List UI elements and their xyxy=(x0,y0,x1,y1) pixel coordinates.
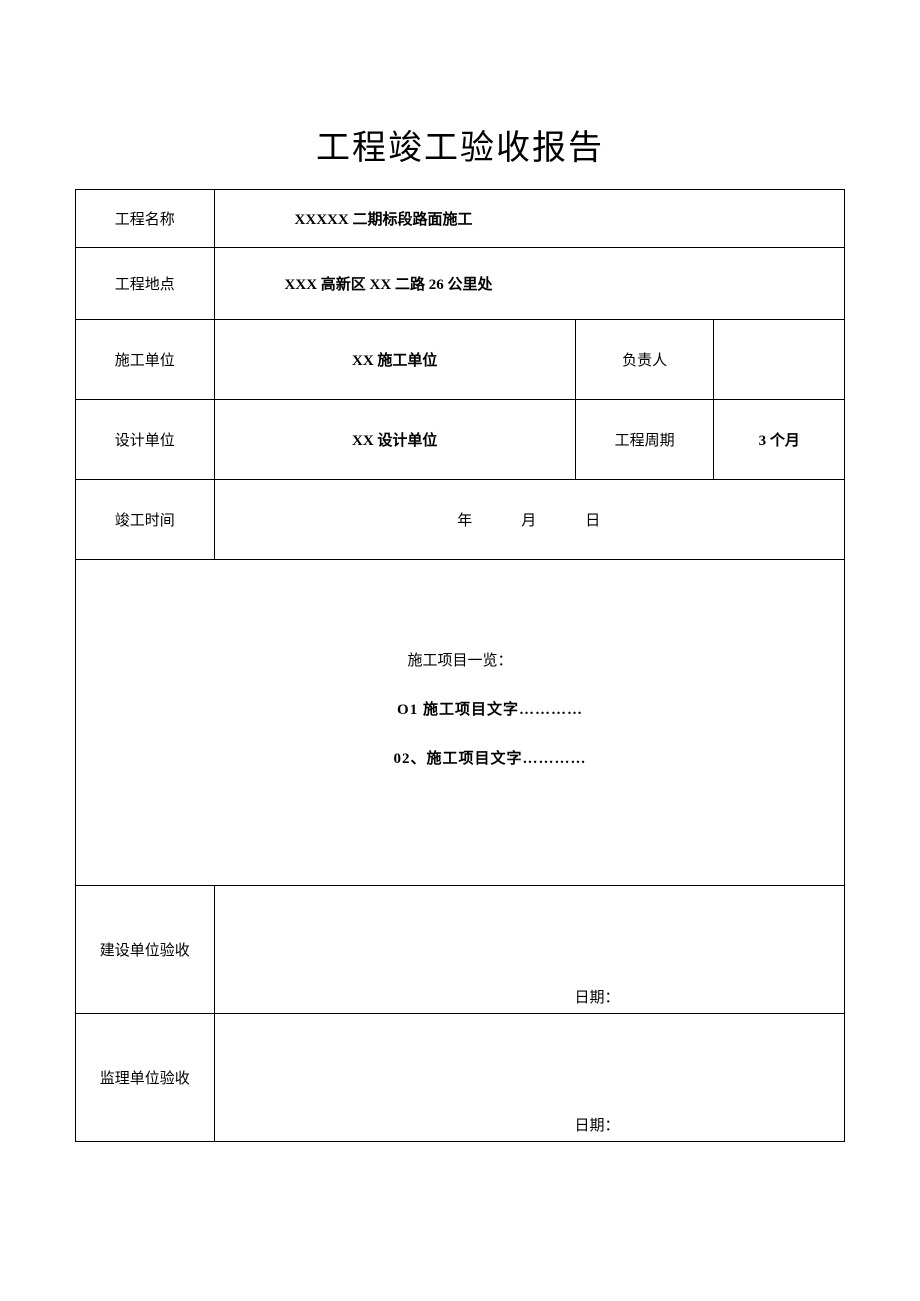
row-items: 施工项目一览： O1 施工项目文字………… 02、施工项目文字………… xyxy=(76,560,845,886)
label-project-location: 工程地点 xyxy=(76,248,215,320)
row-build-accept: 建设单位验收 日期： xyxy=(76,886,845,1014)
value-construction-unit: XX 施工单位 xyxy=(352,353,437,369)
label-build-accept: 建设单位验收 xyxy=(76,886,215,1014)
row-project-name: 工程名称 XXXXX 二期标段路面施工 xyxy=(76,190,845,248)
supervise-accept-date-label: 日期： xyxy=(575,1114,620,1135)
row-completion-date: 竣工时间 年 月 日 xyxy=(76,480,845,560)
value-project-name: XXXXX 二期标段路面施工 xyxy=(295,212,473,228)
page-title: 工程竣工验收报告 xyxy=(75,120,845,169)
row-supervise-accept: 监理单位验收 日期： xyxy=(76,1014,845,1142)
form-table: 工程名称 XXXXX 二期标段路面施工 工程地点 XXX 高新区 XX 二路 2… xyxy=(75,189,845,1142)
value-project-location: XXX 高新区 XX 二路 26 公里处 xyxy=(285,277,493,293)
value-responsible-person xyxy=(714,320,845,400)
build-accept-date-label: 日期： xyxy=(575,986,620,1007)
label-supervise-accept: 监理单位验收 xyxy=(76,1014,215,1142)
items-header: 施工项目一览： xyxy=(76,649,844,670)
label-design-unit: 设计单位 xyxy=(76,400,215,480)
row-construction-unit: 施工单位 XX 施工单位 负责人 xyxy=(76,320,845,400)
item-line-1: O1 施工项目文字………… xyxy=(136,698,844,719)
value-completion-date: 年 月 日 xyxy=(457,513,601,529)
label-responsible-person: 负责人 xyxy=(575,320,714,400)
value-design-unit: XX 设计单位 xyxy=(352,433,437,449)
value-project-period: 3 个月 xyxy=(759,433,800,449)
label-completion-date: 竣工时间 xyxy=(76,480,215,560)
label-project-name: 工程名称 xyxy=(76,190,215,248)
label-project-period: 工程周期 xyxy=(575,400,714,480)
row-project-location: 工程地点 XXX 高新区 XX 二路 26 公里处 xyxy=(76,248,845,320)
row-design-unit: 设计单位 XX 设计单位 工程周期 3 个月 xyxy=(76,400,845,480)
label-construction-unit: 施工单位 xyxy=(76,320,215,400)
item-line-2: 02、施工项目文字………… xyxy=(136,747,844,768)
document-page: 工程竣工验收报告 工程名称 XXXXX 二期标段路面施工 工程地点 XXX 高新… xyxy=(0,0,920,1142)
